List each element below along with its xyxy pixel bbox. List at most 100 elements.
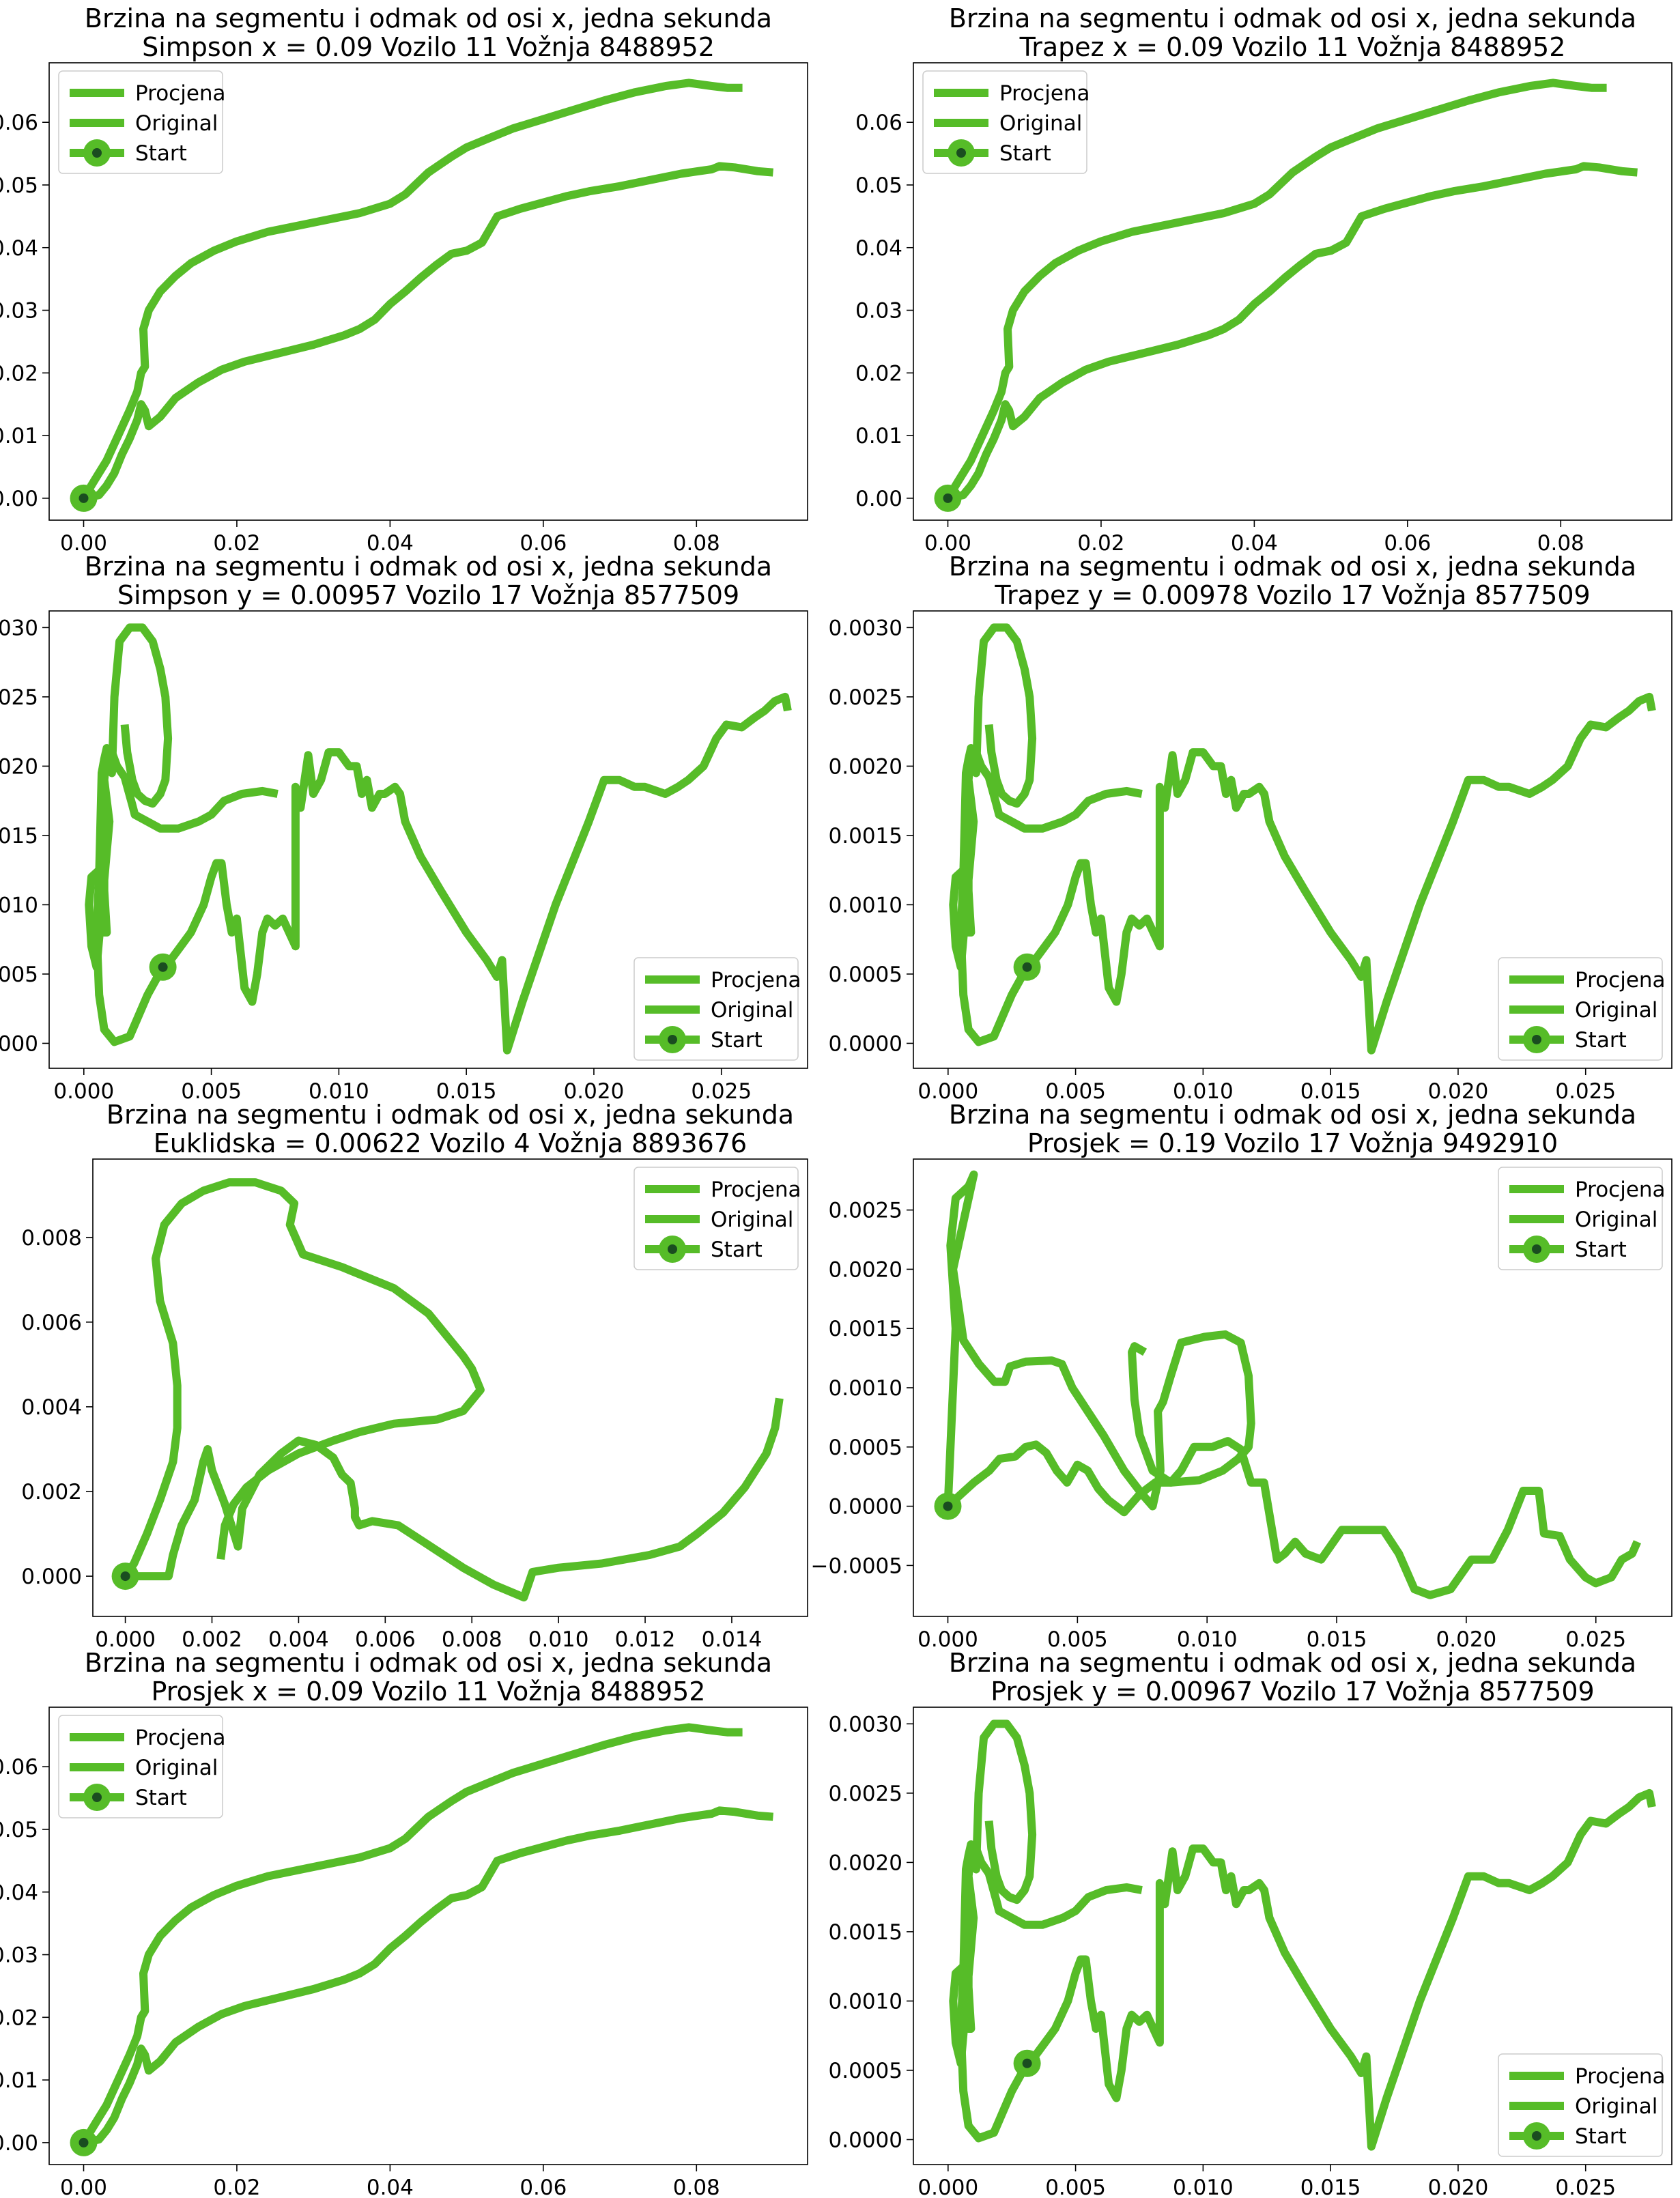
chart-title: Brzina na segmentu i odmak od osi x, jed… <box>949 1648 1636 1678</box>
chart-subtitle: Prosjek x = 0.09 Vozilo 11 Vožnja 848895… <box>152 1676 706 1707</box>
legend-label: Procjena <box>999 81 1090 106</box>
y-tick-label: 0.0010 <box>829 893 902 917</box>
legend: Procjena Original Start <box>1498 1167 1666 1270</box>
chart-title: Brzina na segmentu i odmak od osi x, jed… <box>949 552 1636 582</box>
series-line-1 <box>945 1437 1641 1599</box>
series-line-1 <box>80 78 743 501</box>
y-tick-label: 0.000 <box>21 1565 82 1589</box>
chart-subtitle: Simpson x = 0.09 Vozilo 11 Vožnja 848895… <box>142 32 715 62</box>
series-line-2 <box>125 1397 784 1602</box>
x-tick-label: 0.02 <box>213 531 260 556</box>
y-tick-label: 0.0010 <box>829 1989 902 2014</box>
series-line-2 <box>1024 692 1656 1055</box>
legend-label: Original <box>1575 998 1657 1023</box>
x-tick-label: 0.08 <box>673 531 720 556</box>
x-tick-label: 0.020 <box>1436 1627 1497 1652</box>
legend-label: Procjena <box>1575 2064 1666 2089</box>
y-tick-label: 0.01 <box>0 2068 38 2093</box>
x-tick-label: 0.04 <box>367 2175 414 2198</box>
x-tick-label: 0.015 <box>1300 2175 1361 2198</box>
y-tick-label: 0.0005 <box>829 1436 902 1460</box>
legend-marker-center <box>1532 1244 1541 1254</box>
series-line-2 <box>160 692 792 1055</box>
x-tick-label: 0.012 <box>615 1627 676 1652</box>
y-tick-label: 0.002 <box>21 1480 82 1504</box>
series-line-2 <box>947 162 1638 502</box>
series-line-2 <box>83 162 773 502</box>
x-tick-label: 0.005 <box>181 1079 242 1104</box>
legend-marker-center <box>92 1793 102 1802</box>
start-marker-center <box>943 1501 953 1511</box>
legend-label: Original <box>711 1208 793 1232</box>
y-tick-label: 0.0015 <box>829 1317 902 1341</box>
legend-label: Start <box>1575 2124 1627 2149</box>
legend: Procjena Original Start <box>1498 957 1666 1061</box>
series-line-1 <box>80 1723 743 2145</box>
y-tick-label: 0.008 <box>21 1226 82 1251</box>
series-group <box>85 623 792 1055</box>
x-tick-label: 0.025 <box>1555 1079 1616 1104</box>
legend-label: Original <box>999 111 1082 136</box>
x-tick-label: 0.015 <box>436 1079 497 1104</box>
legend: Procjena Original Start <box>58 1715 226 1818</box>
x-tick-label: 0.02 <box>1077 531 1124 556</box>
y-tick-label: 0.0025 <box>829 685 902 710</box>
y-tick-label: 0.04 <box>0 1881 38 1905</box>
legend-label: Procjena <box>1575 1178 1666 1202</box>
chart-subtitle: Prosjek y = 0.00967 Vozilo 17 Vožnja 857… <box>991 1676 1594 1707</box>
y-tick-label: 0.00 <box>0 487 38 511</box>
legend-label: Start <box>1575 1238 1627 1262</box>
y-tick-label: 0.0020 <box>0 754 38 779</box>
x-tick-label: 0.006 <box>355 1627 416 1652</box>
y-tick-label: 0.0030 <box>829 1712 902 1737</box>
legend-label: Original <box>1575 1208 1657 1232</box>
chart-title: Brzina na segmentu i odmak od osi x, jed… <box>949 1100 1636 1130</box>
y-tick-label: 0.00 <box>0 2131 38 2156</box>
series-group <box>949 1719 1656 2151</box>
x-tick-label: 0.010 <box>1177 1627 1238 1652</box>
legend-label: Start <box>1575 1028 1627 1053</box>
x-tick-label: 0.06 <box>1384 531 1431 556</box>
chart-panel-5: Brzina na segmentu i odmak od osi x, jed… <box>21 1100 808 1652</box>
chart-panel-3: Brzina na segmentu i odmak od osi x, jed… <box>0 552 808 1104</box>
axes-frame <box>92 1158 808 1617</box>
chart-title: Brzina na segmentu i odmak od osi x, jed… <box>106 1100 794 1130</box>
x-tick-label: 0.000 <box>95 1627 156 1652</box>
chart-subtitle: Trapez y = 0.00978 Vozilo 17 Vožnja 8577… <box>994 580 1590 610</box>
series-line-3 <box>949 623 1037 971</box>
x-tick-label: 0.014 <box>702 1627 763 1652</box>
chart-subtitle: Simpson y = 0.00957 Vozilo 17 Vožnja 857… <box>117 580 739 610</box>
x-tick-label: 0.04 <box>1231 531 1278 556</box>
legend-label: Original <box>1575 2094 1657 2119</box>
x-tick-label: 0.00 <box>924 531 971 556</box>
legend-marker-center <box>1532 2131 1541 2141</box>
legend: Procjena Original Start <box>1498 2053 1666 2157</box>
series-group <box>943 1170 1641 1599</box>
y-tick-label: 0.0015 <box>829 1920 902 1945</box>
y-tick-label: −0.0005 <box>811 1554 902 1578</box>
y-tick-label: 0.06 <box>855 111 902 135</box>
legend-label: Procjena <box>711 1178 801 1202</box>
y-tick-label: 0.004 <box>21 1395 82 1420</box>
legend: Procjena Original Start <box>922 70 1090 174</box>
x-tick-label: 0.06 <box>519 531 567 556</box>
y-tick-label: 0.05 <box>855 173 902 198</box>
x-tick-label: 0.010 <box>1173 2175 1234 2198</box>
y-tick-label: 0.0025 <box>0 685 38 710</box>
chart-panel-8: Brzina na segmentu i odmak od osi x, jed… <box>829 1648 1672 2198</box>
x-tick-label: 0.06 <box>519 2175 567 2198</box>
x-tick-label: 0.005 <box>1045 1079 1106 1104</box>
chart-subtitle: Trapez x = 0.09 Vozilo 11 Vožnja 8488952 <box>1019 32 1566 62</box>
axes-frame <box>48 610 808 1069</box>
y-tick-label: 0.0005 <box>829 2059 902 2083</box>
y-tick-label: 0.0030 <box>829 616 902 640</box>
y-tick-label: 0.0015 <box>829 824 902 848</box>
axes-frame <box>913 610 1672 1069</box>
y-tick-label: 0.0010 <box>0 893 38 917</box>
x-tick-label: 0.015 <box>1300 1079 1361 1104</box>
legend-label: Original <box>711 998 793 1023</box>
chart-subtitle: Prosjek = 0.19 Vozilo 17 Vožnja 9492910 <box>1027 1128 1558 1158</box>
legend-marker-center <box>1532 1035 1541 1044</box>
axes-frame <box>913 1158 1672 1617</box>
x-tick-label: 0.000 <box>53 1079 114 1104</box>
